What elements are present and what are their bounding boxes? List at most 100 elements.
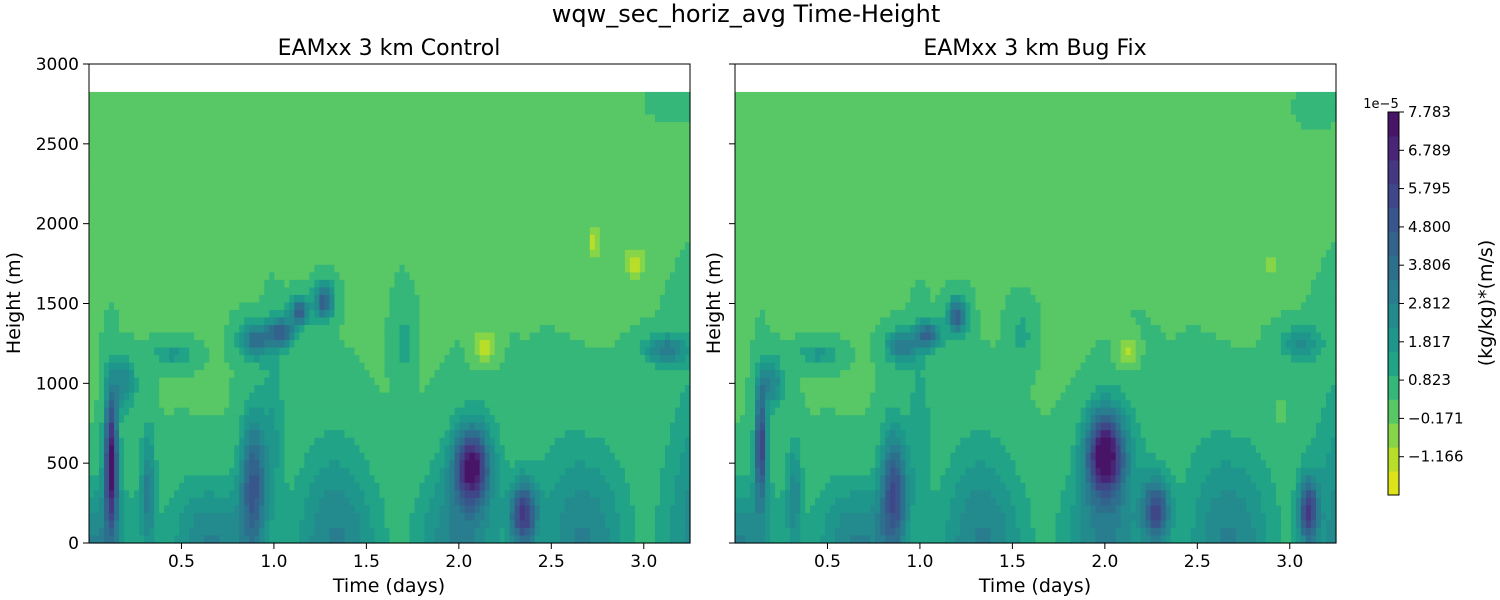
heatmap-cell bbox=[1290, 347, 1312, 356]
heatmap-cell bbox=[1200, 482, 1257, 491]
heatmap-cell bbox=[329, 287, 336, 296]
heatmap-cell bbox=[654, 340, 666, 349]
heatmap-cell bbox=[294, 302, 305, 311]
heatmap-cell bbox=[464, 460, 481, 469]
heatmap-cell bbox=[509, 460, 516, 469]
heatmap-cell bbox=[1250, 520, 1267, 529]
heatmap-cell bbox=[664, 452, 681, 461]
heatmap-cell bbox=[169, 355, 175, 364]
heatmap-cell bbox=[454, 482, 461, 491]
heatmap-cell bbox=[449, 445, 456, 454]
heatmap-cell bbox=[890, 340, 896, 349]
heatmap-cell bbox=[129, 355, 160, 364]
heatmap-cell bbox=[1115, 437, 1122, 446]
heatmap-cell bbox=[99, 475, 105, 484]
heatmap-cell bbox=[469, 482, 476, 491]
heatmap-cell bbox=[930, 445, 956, 454]
heatmap-cell bbox=[274, 272, 310, 281]
heatmap-cell bbox=[765, 407, 771, 416]
colorbar-segment bbox=[1388, 112, 1399, 137]
heatmap-cell bbox=[1140, 535, 1152, 544]
heatmap-cell bbox=[1205, 520, 1252, 529]
heatmap-cell bbox=[1085, 415, 1092, 424]
heatmap-cell bbox=[1130, 497, 1137, 507]
heatmap-cell bbox=[279, 460, 285, 469]
heatmap-cell bbox=[1295, 497, 1302, 507]
heatmap-cell bbox=[1090, 475, 1097, 484]
heatmap-cell bbox=[895, 490, 901, 499]
heatmap-cell bbox=[965, 324, 971, 334]
heatmap-cell bbox=[1195, 497, 1212, 507]
heatmap-cell bbox=[479, 520, 491, 529]
heatmap-cell bbox=[124, 512, 140, 522]
heatmap-cell bbox=[1110, 490, 1117, 499]
heatmap-cell bbox=[1290, 512, 1297, 522]
heatmap-cell bbox=[750, 467, 756, 476]
heatmap-cell bbox=[1145, 347, 1282, 356]
heatmap-cell bbox=[735, 264, 1267, 273]
heatmap-cell bbox=[644, 355, 651, 364]
heatmap-cell bbox=[274, 505, 305, 514]
heatmap-cell bbox=[1165, 535, 1172, 544]
x-tick-label: 1.5 bbox=[353, 552, 380, 572]
heatmap-cell bbox=[454, 437, 461, 446]
heatmap-cell bbox=[1325, 249, 1337, 258]
heatmap-cell bbox=[139, 512, 145, 522]
heatmap-cell bbox=[915, 324, 921, 334]
heatmap-cell bbox=[960, 475, 1002, 484]
heatmap-cell bbox=[304, 460, 330, 469]
heatmap-cell bbox=[319, 294, 325, 304]
heatmap-cell bbox=[279, 392, 681, 401]
heatmap-cell bbox=[159, 467, 230, 476]
heatmap-cell bbox=[875, 527, 881, 537]
heatmap-cell bbox=[684, 505, 691, 514]
heatmap-cell bbox=[619, 535, 636, 544]
heatmap-cell bbox=[915, 385, 926, 394]
heatmap-cell bbox=[1025, 317, 1042, 326]
heatmap-cell bbox=[509, 535, 516, 544]
heatmap-cell bbox=[1310, 437, 1332, 446]
heatmap-cell bbox=[880, 490, 886, 499]
heatmap-cell bbox=[1300, 527, 1307, 537]
heatmap-cell bbox=[930, 324, 936, 334]
heatmap-cell bbox=[314, 302, 320, 311]
heatmap-cell bbox=[89, 152, 691, 161]
heatmap-cell bbox=[119, 430, 145, 439]
heatmap-cell bbox=[990, 430, 1077, 439]
heatmap-cell bbox=[930, 317, 946, 326]
heatmap-cell bbox=[139, 377, 160, 386]
heatmap-cell bbox=[394, 272, 411, 281]
heatmap-cell bbox=[279, 355, 361, 364]
heatmap-cell bbox=[324, 294, 330, 304]
heatmap-cell bbox=[474, 512, 486, 522]
heatmap-cell bbox=[99, 392, 105, 401]
heatmap-cell bbox=[1080, 452, 1087, 461]
heatmap-cell bbox=[654, 535, 671, 544]
heatmap-cell bbox=[1140, 512, 1147, 522]
heatmap-cell bbox=[474, 445, 481, 454]
heatmap-cell bbox=[449, 520, 481, 529]
heatmap-cell bbox=[179, 482, 235, 491]
heatmap-cell bbox=[594, 234, 601, 243]
heatmap-cell bbox=[309, 309, 315, 319]
heatmap-cell bbox=[374, 475, 426, 484]
heatmap-cell bbox=[915, 482, 931, 491]
heatmap-cell bbox=[745, 377, 756, 386]
heatmap-cell bbox=[930, 340, 936, 349]
heatmap-cell bbox=[529, 475, 536, 484]
heatmap-cell bbox=[469, 452, 476, 461]
heatmap-cell bbox=[119, 422, 145, 431]
heatmap-cell bbox=[905, 535, 911, 544]
heatmap-cell bbox=[524, 527, 531, 537]
heatmap-cell bbox=[1130, 437, 1137, 446]
heatmap-cell bbox=[735, 370, 751, 379]
heatmap-cell bbox=[574, 527, 591, 537]
heatmap-cell bbox=[1115, 482, 1122, 491]
heatmap-cell bbox=[384, 340, 401, 349]
heatmap-cell bbox=[1295, 527, 1302, 537]
heatmap-cell bbox=[895, 520, 901, 529]
heatmap-cell bbox=[94, 400, 105, 409]
heatmap-cell bbox=[159, 497, 170, 507]
heatmap-cell bbox=[459, 437, 466, 446]
heatmap-cell bbox=[89, 309, 105, 319]
